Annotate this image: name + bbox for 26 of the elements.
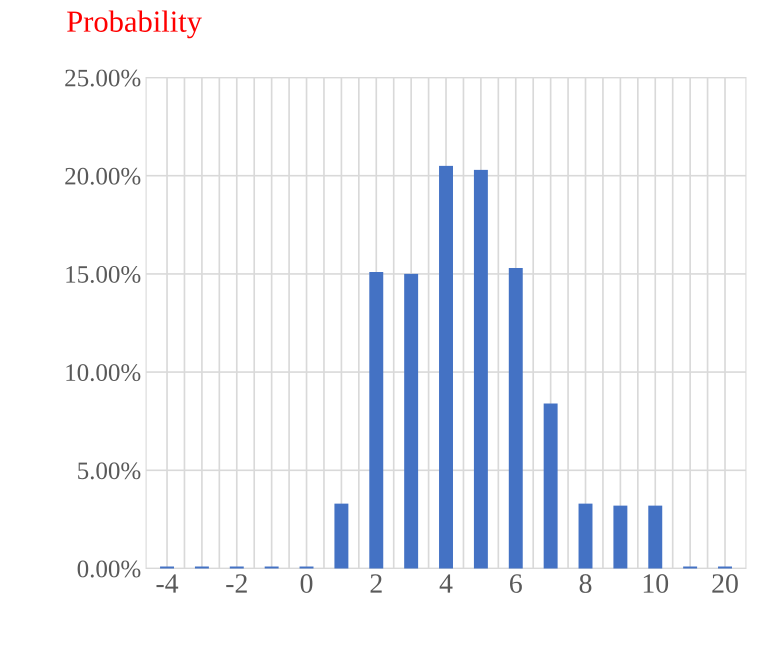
x-tick-label: 4 (440, 574, 453, 593)
y-tick-label: 15.00% (66, 266, 140, 283)
x-tick-label: 6 (510, 574, 522, 593)
bar (334, 504, 348, 568)
x-tick-label: 10 (644, 574, 668, 593)
bar (613, 506, 628, 568)
y-tick-label: 25.00% (65, 70, 140, 87)
bar (404, 274, 418, 568)
x-tick-label: -4 (156, 574, 178, 593)
bar (508, 268, 523, 568)
x-tick-label: 20 (712, 574, 738, 593)
x-tick-label: -2 (226, 574, 247, 593)
bar (578, 504, 592, 568)
bar (544, 404, 558, 568)
x-tick-label: 2 (370, 574, 382, 593)
bar (648, 506, 662, 568)
y-tick-label: 0.00% (78, 560, 140, 578)
x-tick-label: 8 (580, 574, 592, 593)
y-tick-label: 5.00% (78, 462, 140, 480)
bar (369, 272, 384, 568)
bar (474, 170, 488, 568)
y-tick-label: 10.00% (66, 364, 140, 382)
bar (439, 166, 453, 568)
chart-title: Probability (67, 10, 202, 38)
x-tick-label: 0 (300, 574, 312, 593)
y-tick-label: 20.00% (65, 168, 140, 185)
